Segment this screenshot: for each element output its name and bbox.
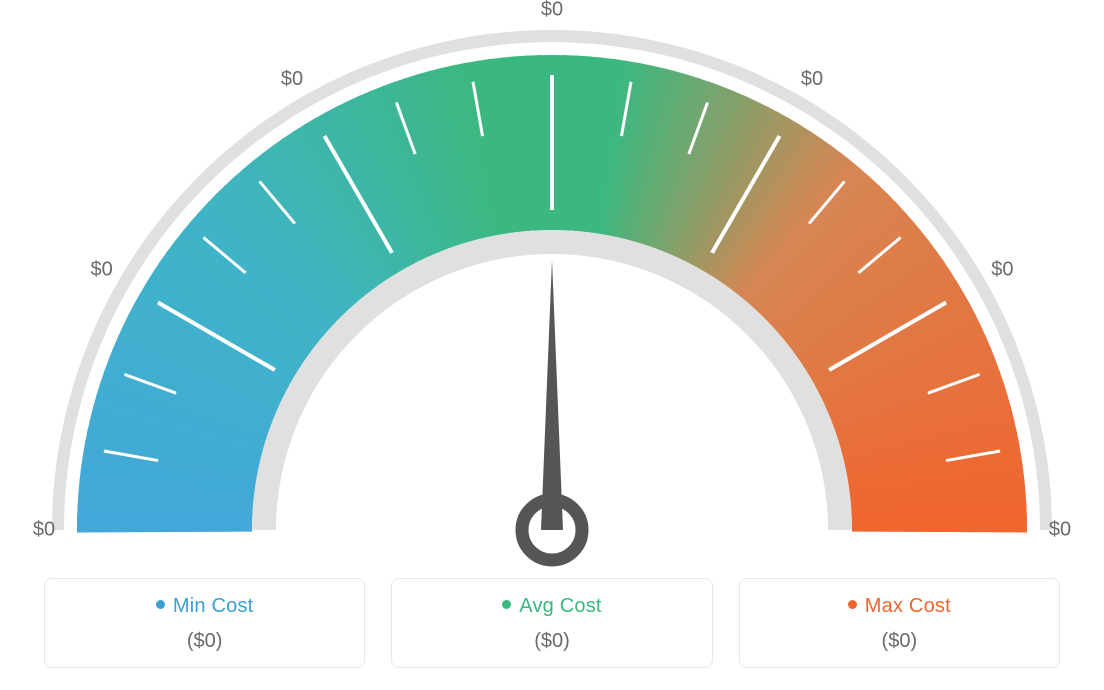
legend-dot-max [848, 600, 857, 609]
legend-dot-min [156, 600, 165, 609]
legend-row: Min Cost ($0) Avg Cost ($0) Max Cost ($0… [44, 578, 1060, 668]
legend-label-text-min: Min Cost [173, 595, 254, 617]
gauge-tick-label: $0 [91, 258, 113, 280]
gauge-chart-container: $0 $0 $0 $0 $0 $0 $0 Min Cost ($0) Avg Cost ($… [0, 0, 1104, 690]
gauge-tick-label: $0 [801, 68, 823, 90]
gauge-tick-label: $0 [281, 68, 303, 90]
legend-label-min: Min Cost [53, 595, 356, 618]
legend-value-avg: ($0) [400, 630, 703, 653]
gauge-tick-label: $0 [991, 258, 1013, 280]
legend-label-avg: Avg Cost [400, 595, 703, 618]
legend-box-avg: Avg Cost ($0) [391, 578, 712, 668]
legend-box-min: Min Cost ($0) [44, 578, 365, 668]
legend-label-text-max: Max Cost [865, 595, 951, 617]
legend-dot-avg [502, 600, 511, 609]
gauge-tick-label: $0 [541, 0, 563, 20]
legend-value-max: ($0) [748, 630, 1051, 653]
legend-box-max: Max Cost ($0) [739, 578, 1060, 668]
gauge-tick-label: $0 [33, 518, 55, 540]
legend-label-text-avg: Avg Cost [519, 595, 601, 617]
legend-label-max: Max Cost [748, 595, 1051, 618]
gauge-needle [541, 260, 563, 530]
legend-value-min: ($0) [53, 630, 356, 653]
gauge-tick-label: $0 [1049, 518, 1071, 540]
